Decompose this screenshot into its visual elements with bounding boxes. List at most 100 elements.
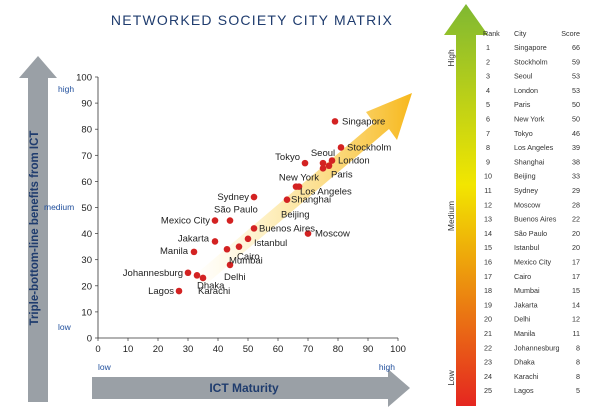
rank-cell: 17 <box>484 272 492 281</box>
point-label: Manila <box>160 246 189 257</box>
y-tick-label: 100 <box>76 73 92 84</box>
y-tick-label: 60 <box>81 177 92 188</box>
score-cell: 11 <box>573 329 580 338</box>
x-axis-arrow: ICT Maturity <box>92 369 410 407</box>
city-cell: Delhi <box>514 315 531 324</box>
scale-high-label: High <box>446 49 456 67</box>
city-cell: Dhaka <box>514 358 535 367</box>
city-cell: Los Angeles <box>514 143 554 152</box>
rank-cell: 14 <box>484 229 492 238</box>
rank-cell: 4 <box>486 86 490 95</box>
y-tick-label: 50 <box>81 203 92 214</box>
score-cell: 50 <box>572 115 580 124</box>
ranking-row: 11 Sydney 29 <box>484 186 580 195</box>
y-tick-label: 10 <box>81 307 92 318</box>
y-tick-label: 20 <box>81 281 92 292</box>
scatter-plot: 0 10 20 30 40 50 60 70 80 90 100 0 10 20 30 40 50 60 70 80… <box>76 73 406 356</box>
score-cell: 59 <box>572 57 580 66</box>
ranking-row: 10 Beijing 33 <box>484 172 580 181</box>
y-level-medium: medium <box>44 202 74 212</box>
city-cell: London <box>514 86 538 95</box>
score-cell: 50 <box>572 100 580 109</box>
score-header: Score <box>561 29 580 38</box>
data-point <box>244 235 252 243</box>
x-axis-label: ICT Maturity <box>209 381 279 395</box>
x-tick-label: 40 <box>213 344 224 355</box>
point-label: Los Angeles <box>300 187 352 198</box>
data-point <box>211 217 219 224</box>
ranking-row: 7 Tokyo 46 <box>486 129 580 138</box>
ranking-row: 25 Lagos 5 <box>484 386 580 395</box>
rank-cell: 15 <box>484 243 492 252</box>
score-scale-arrow: High Medium Low <box>444 4 488 406</box>
score-cell: 53 <box>572 86 580 95</box>
point-label: Sydney <box>217 192 249 203</box>
point-label: Moscow <box>315 229 350 240</box>
data-point <box>199 274 207 282</box>
city-cell: Johannesburg <box>514 343 560 352</box>
rank-cell: 2 <box>486 57 490 66</box>
ranking-row: 13 Buenos Aires 22 <box>484 215 580 224</box>
score-cell: 66 <box>572 43 580 52</box>
x-level-high: high <box>379 362 395 372</box>
city-cell: Stockholm <box>514 57 548 66</box>
city-cell: Lagos <box>514 386 534 395</box>
x-tick-label: 90 <box>363 344 374 355</box>
rank-cell: 24 <box>484 372 492 381</box>
rank-cell: 12 <box>484 200 492 209</box>
data-point <box>328 157 336 164</box>
score-cell: 38 <box>572 157 580 166</box>
score-cell: 53 <box>572 72 580 81</box>
x-tick-label: 70 <box>303 344 314 355</box>
ranking-row: 24 Karachi 8 <box>484 372 580 381</box>
data-point <box>295 183 303 190</box>
point-label: Singapore <box>342 116 385 127</box>
point-label: Johannesburg <box>123 268 183 279</box>
x-tick-label: 10 <box>123 344 134 355</box>
point-label: Tokyo <box>275 152 300 163</box>
ranking-row: 2 Stockholm 59 <box>486 57 580 66</box>
ranking-row: 21 Manila 11 <box>484 329 580 338</box>
score-cell: 8 <box>576 358 580 367</box>
data-point <box>250 225 258 232</box>
city-cell: Sydney <box>514 186 538 195</box>
score-cell: 20 <box>572 243 580 252</box>
data-point <box>325 162 333 170</box>
rank-cell: 9 <box>486 157 490 166</box>
point-label: Paris <box>331 170 353 181</box>
y-tick-label: 0 <box>87 334 92 345</box>
rank-cell: 25 <box>484 386 492 395</box>
point-label: Shanghai <box>291 195 331 206</box>
data-point <box>319 159 327 167</box>
rank-cell: 8 <box>486 143 490 152</box>
point-label: New York <box>279 172 319 183</box>
point-label: Delhi <box>224 272 246 283</box>
city-cell: Seoul <box>514 72 533 81</box>
ranking-row: 6 New York 50 <box>486 115 580 124</box>
ranking-row: 4 London 53 <box>486 86 580 95</box>
ranking-row: 18 Mumbai 15 <box>484 286 580 295</box>
city-cell: São Paulo <box>514 229 547 238</box>
score-cell: 39 <box>572 143 580 152</box>
data-point <box>175 287 183 295</box>
ranking-row: 9 Shanghai 38 <box>486 157 580 166</box>
score-cell: 28 <box>572 200 580 209</box>
data-point <box>235 243 243 250</box>
rank-cell: 16 <box>484 258 492 267</box>
scale-low-label: Low <box>446 369 456 385</box>
score-cell: 14 <box>572 300 580 309</box>
score-cell: 20 <box>572 229 580 238</box>
score-cell: 12 <box>572 315 580 324</box>
data-point <box>193 272 201 279</box>
data-point <box>301 159 309 167</box>
point-label: Cairo <box>237 252 260 263</box>
data-point <box>190 248 198 256</box>
ranking-row: 19 Jakarta 14 <box>484 300 580 309</box>
y-tick-label: 80 <box>81 125 92 136</box>
point-label: Lagos <box>148 286 174 297</box>
data-point <box>283 196 291 203</box>
city-cell: Mexico City <box>514 258 552 267</box>
data-point <box>250 193 258 201</box>
rank-cell: 10 <box>484 172 492 181</box>
rank-cell: 5 <box>486 100 490 109</box>
